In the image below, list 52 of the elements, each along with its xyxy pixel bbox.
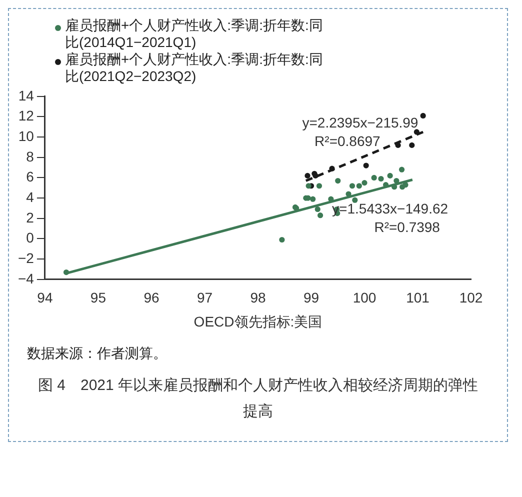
y-tick-label: 4 (26, 188, 34, 205)
point (279, 236, 285, 243)
point (402, 182, 408, 188)
y-tick-label: −2 (18, 250, 34, 266)
y-tick-label: 2 (26, 209, 34, 226)
point (304, 172, 310, 178)
x-tick-label: 102 (459, 290, 483, 306)
point (387, 172, 393, 178)
y-tick-label: 0 (26, 230, 34, 246)
source-note: 数据来源：作者测算。 (27, 345, 168, 363)
point (371, 174, 377, 181)
point (363, 162, 369, 168)
x-tick-label: 94 (37, 290, 53, 306)
y-tick-label: −4 (18, 270, 34, 286)
point (349, 183, 356, 189)
point (409, 142, 415, 148)
x-tick-label: 98 (250, 290, 266, 306)
point (346, 191, 352, 197)
y-tick-label: 14 (18, 87, 34, 104)
annotation: y=2.2395x−215.99 (302, 114, 418, 131)
point (310, 196, 316, 202)
legend-label: 雇员报酬+个人财产性收入:季调:折年数:同比(2014Q1−2021Q1) (65, 17, 324, 51)
point (316, 183, 322, 189)
point (398, 166, 405, 172)
point (362, 180, 368, 186)
y-tick-label: 12 (18, 108, 34, 124)
point (352, 197, 358, 203)
point (314, 206, 320, 212)
point (394, 178, 400, 184)
x-tick-label: 95 (90, 290, 106, 306)
x-tick-label: 100 (352, 290, 376, 306)
text: 图 4 2021 年以来雇员报酬和个人财产性收入相较经济周期的弹性提高 (36, 376, 480, 422)
x-tick-label: 99 (303, 290, 320, 306)
point (329, 166, 335, 172)
x-tick-label: 97 (196, 290, 213, 306)
point (356, 183, 362, 189)
annotation: y=1.5433x−149.62 (332, 200, 448, 217)
y-tick-label: 10 (18, 128, 34, 144)
x-tick-label: 101 (406, 290, 430, 306)
x-axis-title: OECD领先指标:美国 (194, 313, 322, 330)
point (306, 183, 312, 189)
x-tick-label: 96 (144, 290, 160, 306)
annotation: R²=0.7398 (374, 219, 440, 236)
y-tick-label: 8 (26, 148, 34, 164)
annotation: R²=0.8697 (314, 133, 381, 150)
point (335, 178, 341, 184)
y-tick-label: 6 (26, 168, 34, 185)
legend-label: 雇员报酬+个人财产性收入:季调:折年数:同比(2021Q2−2023Q2) (65, 51, 324, 85)
point (420, 112, 426, 119)
point (378, 176, 384, 182)
point (63, 269, 70, 276)
point (317, 212, 324, 218)
